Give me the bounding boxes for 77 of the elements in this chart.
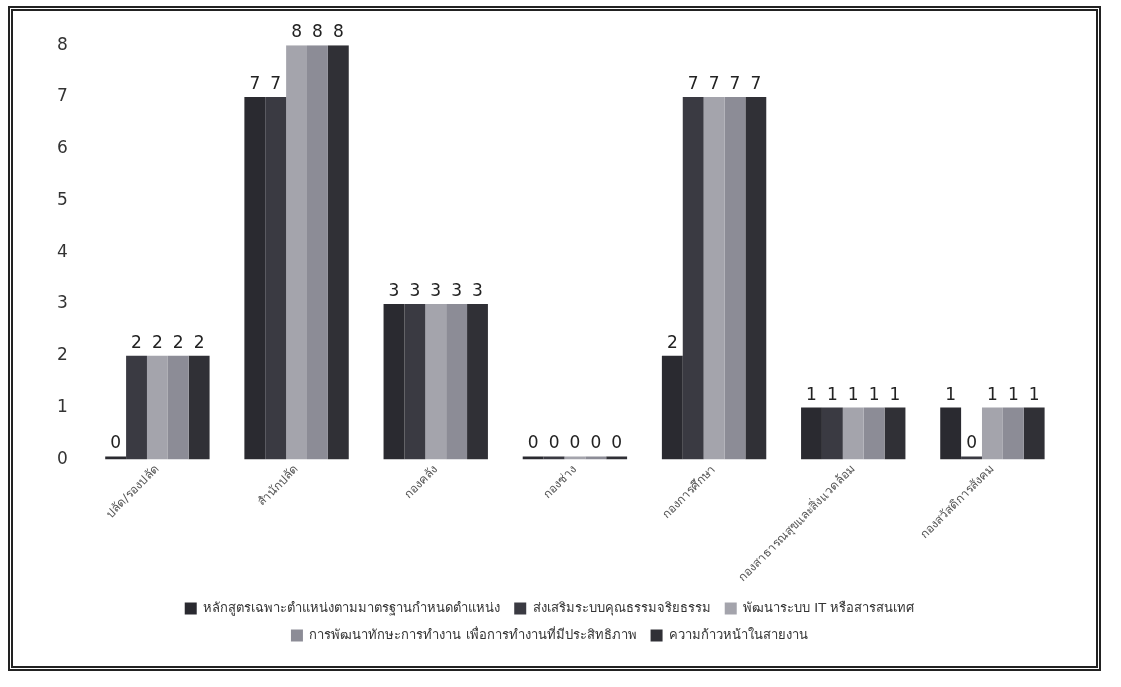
bar — [467, 304, 488, 460]
data-label: 2 — [172, 331, 184, 352]
bar — [940, 407, 962, 460]
data-label: 1 — [945, 383, 957, 404]
y-tick-label: 3 — [56, 292, 68, 313]
bar — [863, 407, 885, 460]
data-label: 3 — [409, 279, 421, 300]
legend-label: หลักสูตรเฉพาะตำแหน่งตามมาตรฐานกำหนดตำแหน่ง — [203, 599, 501, 616]
data-label: 2 — [131, 331, 142, 352]
y-tick-label: 7 — [56, 85, 68, 106]
data-label: 3 — [388, 279, 400, 300]
bar — [884, 407, 906, 460]
data-label: 0 — [611, 432, 623, 453]
bar — [244, 96, 266, 460]
bar — [724, 96, 746, 460]
data-label: 8 — [291, 21, 302, 42]
bar — [446, 304, 468, 460]
data-label: 1 — [1028, 383, 1040, 404]
y-tick-label: 8 — [56, 33, 68, 54]
data-label: 7 — [708, 72, 720, 93]
bar — [327, 45, 349, 460]
data-label: 3 — [451, 279, 463, 300]
bar — [383, 304, 405, 460]
data-label: 7 — [270, 72, 282, 93]
legend-label: การพัฒนาทักษะการทำงาน เพื่อการทำงานที่มีประสิทธิภาพ — [309, 625, 637, 642]
bar — [146, 355, 168, 460]
data-label: 0 — [966, 432, 977, 453]
bar — [126, 355, 147, 460]
data-label: 0 — [527, 432, 539, 453]
bar — [661, 355, 683, 460]
data-label: 1 — [826, 383, 838, 404]
bar — [425, 304, 447, 460]
y-tick-label: 4 — [56, 240, 68, 261]
bar — [745, 96, 767, 460]
data-label: 1 — [847, 383, 859, 404]
data-label: 0 — [569, 432, 581, 453]
data-label: 0 — [590, 432, 602, 453]
data-label: 7 — [750, 72, 762, 93]
data-label: 7 — [687, 72, 699, 93]
data-label: 2 — [151, 331, 163, 352]
y-tick-label: 1 — [56, 396, 68, 417]
bar — [981, 407, 1003, 460]
bar — [404, 304, 426, 460]
data-label: 0 — [548, 432, 560, 453]
bar — [307, 45, 328, 460]
legend-label: ความก้าวหน้าในสายงาน — [669, 626, 809, 642]
bar — [703, 96, 725, 460]
bar — [682, 96, 704, 460]
legend-label: พัฒนาระบบ IT หรือสารสนเทศ — [743, 599, 916, 615]
data-label: 7 — [729, 72, 741, 93]
bar — [1023, 407, 1045, 460]
y-tick-label: 5 — [56, 188, 68, 209]
y-tick-label: 6 — [56, 137, 68, 158]
bar — [286, 45, 308, 460]
bar — [801, 407, 822, 460]
data-label: 1 — [889, 383, 901, 404]
data-label: 3 — [430, 279, 442, 300]
data-label: 2 — [193, 331, 205, 352]
data-label: 3 — [472, 279, 483, 300]
data-label: 1 — [868, 383, 880, 404]
legend-label: ส่งเสริมระบบคุณธรรมจริยธรรม — [532, 599, 711, 616]
data-label: 1 — [987, 383, 998, 404]
y-tick-label: 2 — [56, 344, 68, 365]
bar — [265, 96, 287, 460]
data-label: 8 — [312, 21, 323, 42]
data-label: 0 — [110, 432, 122, 453]
data-label: 1 — [806, 383, 817, 404]
bar — [842, 407, 864, 460]
y-tick-label: 0 — [56, 447, 68, 468]
data-label: 8 — [332, 21, 344, 42]
data-label: 2 — [666, 331, 678, 352]
bar — [1002, 407, 1024, 460]
data-label: 1 — [1007, 383, 1019, 404]
bar — [188, 355, 210, 460]
bar — [167, 355, 189, 460]
bar — [821, 407, 843, 460]
data-label: 7 — [249, 72, 261, 93]
